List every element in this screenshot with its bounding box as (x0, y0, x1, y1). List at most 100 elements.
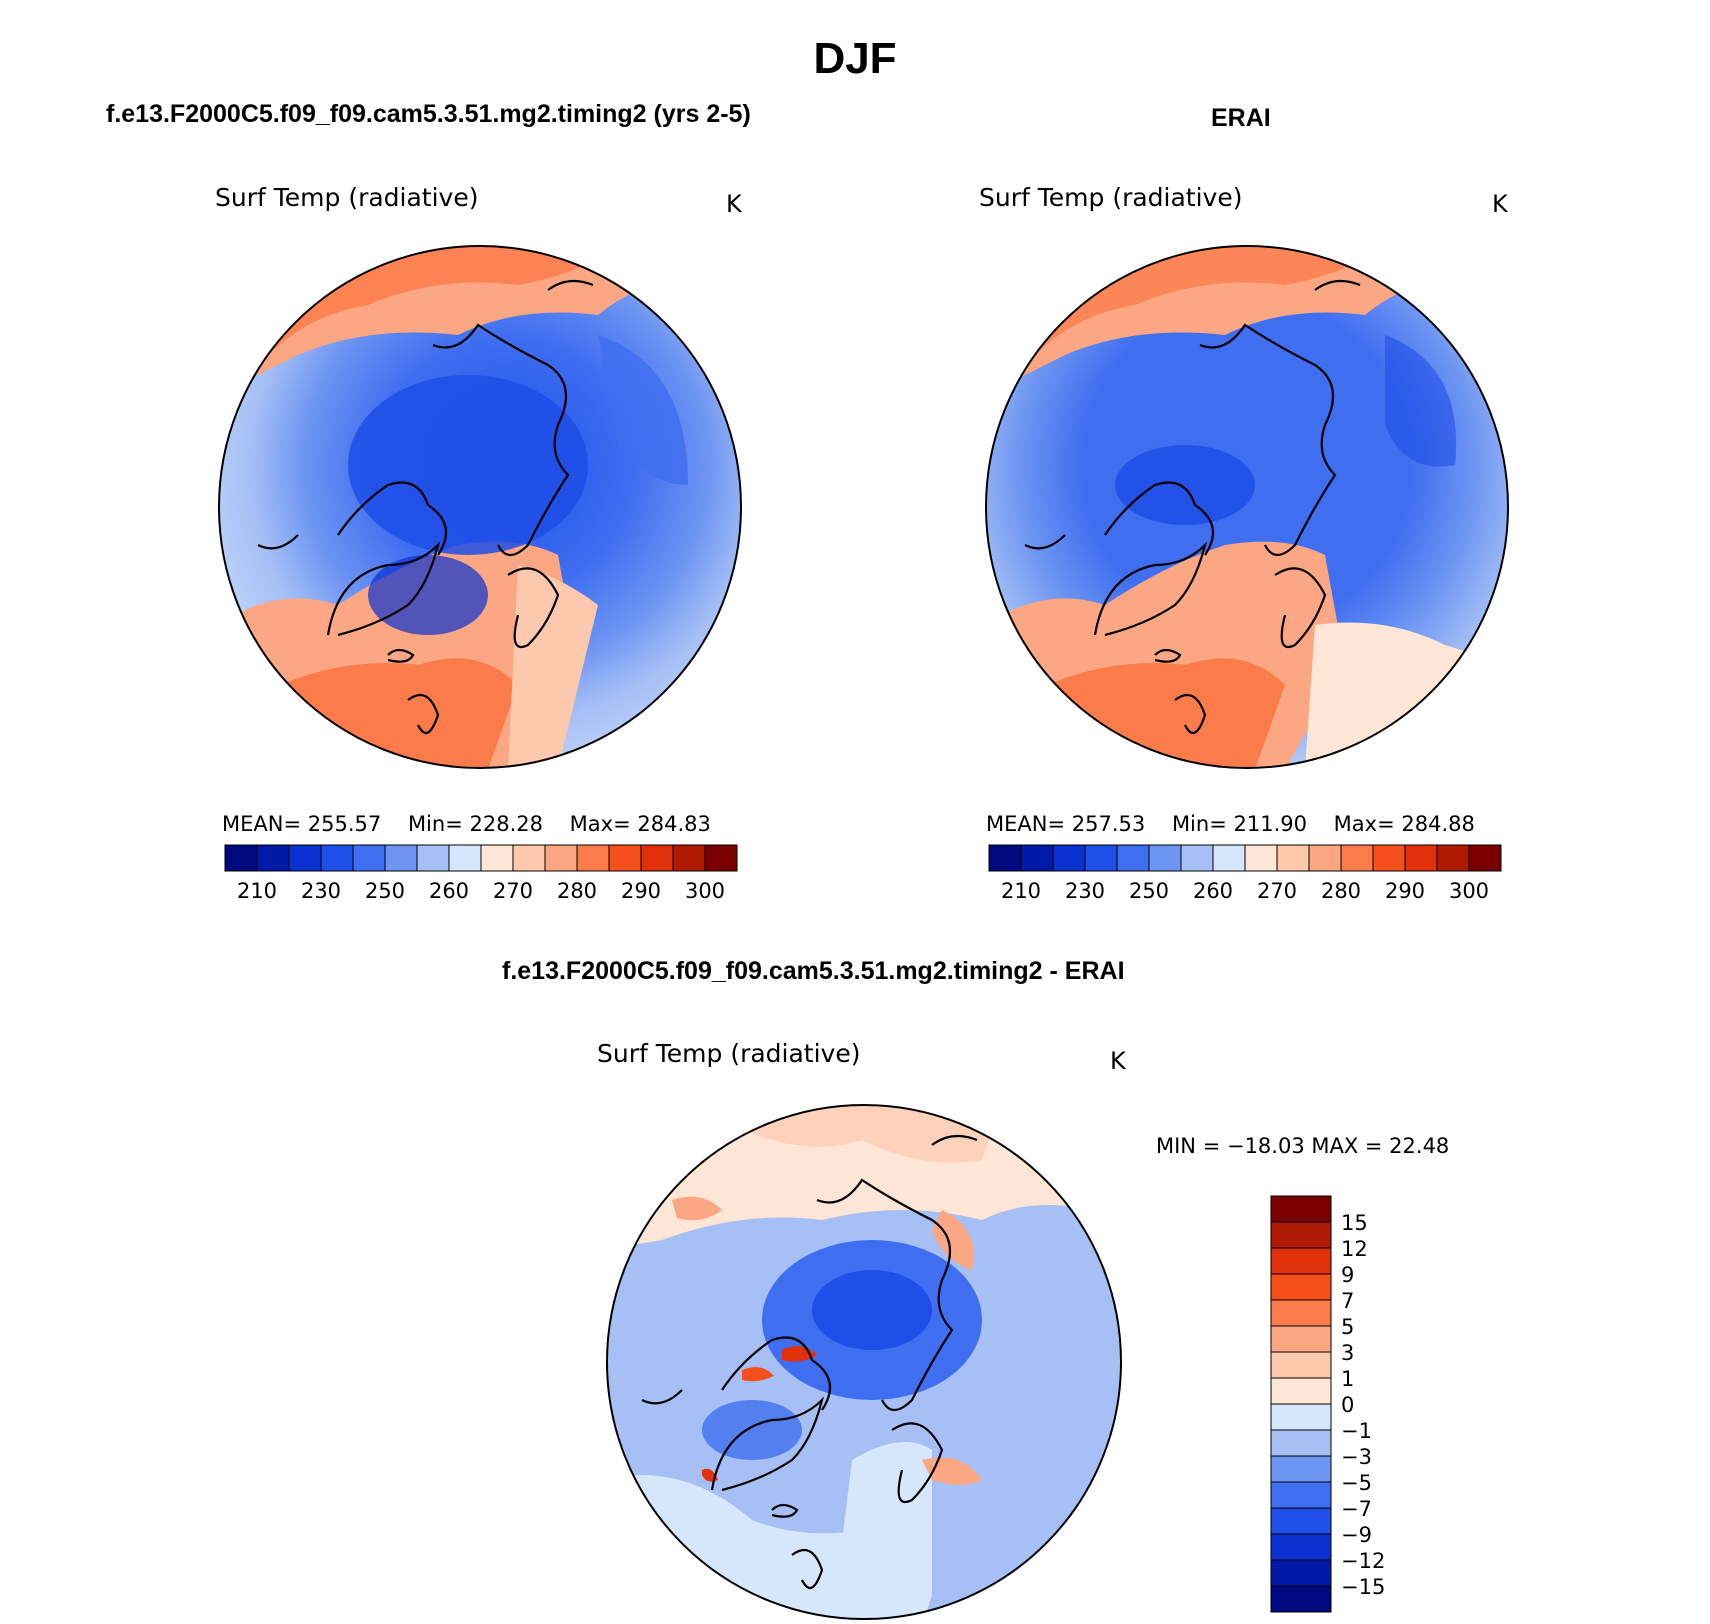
diff-case-title: f.e13.F2000C5.f09_f09.cam5.3.51.mg2.timi… (502, 957, 1125, 985)
colorbar-swatch (1270, 1585, 1332, 1613)
colorbar-swatch (1404, 844, 1438, 872)
min-value: 211.90 (1233, 812, 1307, 836)
colorbar-tick-label: 1 (1341, 1367, 1354, 1391)
colorbar-swatch (448, 844, 482, 872)
panel1-variable-label: Surf Temp (radiative) (215, 183, 479, 212)
mean-value: 257.53 (1071, 812, 1146, 836)
colorbar-swatch (640, 844, 674, 872)
colorbar-tick-label: 210 (1001, 879, 1041, 903)
colorbar-tick-label: 300 (685, 879, 725, 903)
colorbar-swatch (1270, 1559, 1332, 1587)
colorbar-tick-label: 300 (1449, 879, 1489, 903)
colorbar-tick-label: −12 (1341, 1549, 1385, 1573)
colorbar-swatch (608, 844, 642, 872)
colorbar-tick-label: −3 (1341, 1445, 1372, 1469)
colorbar-tick-label: 280 (1321, 879, 1361, 903)
colorbar-tick-label: 7 (1341, 1289, 1354, 1313)
panel1-polar-map (218, 245, 742, 769)
colorbar-swatch (512, 844, 546, 872)
colorbar-swatch (1116, 844, 1150, 872)
colorbar-swatch (384, 844, 418, 872)
colorbar-tick-label: 15 (1341, 1211, 1368, 1235)
colorbar-swatch (1270, 1507, 1332, 1535)
colorbar-swatch (672, 844, 706, 872)
colorbar-swatch (416, 844, 450, 872)
colorbar-tick-label: 270 (493, 879, 533, 903)
colorbar-swatch (1270, 1533, 1332, 1561)
colorbar-swatch (1270, 1481, 1332, 1509)
colorbar-swatch (1148, 844, 1182, 872)
diff-polar-map (606, 1104, 1122, 1620)
colorbar-swatch (1270, 1195, 1332, 1223)
colorbar-tick-label: 250 (365, 879, 405, 903)
colorbar-swatch (1270, 1429, 1332, 1457)
colorbar-tick-label: 210 (237, 879, 277, 903)
colorbar-swatch (1468, 844, 1502, 872)
colorbar-tick-label: −5 (1341, 1471, 1372, 1495)
colorbar-swatch (256, 844, 290, 872)
colorbar-tick-label: 230 (1065, 879, 1105, 903)
colorbar-tick-label: −7 (1341, 1497, 1372, 1521)
colorbar-tick-label: −1 (1341, 1419, 1372, 1443)
colorbar-tick-label: 3 (1341, 1341, 1354, 1365)
colorbar-swatch (1020, 844, 1054, 872)
mean-value: 255.57 (307, 812, 382, 836)
mean-label: MEAN= (986, 812, 1066, 836)
diff-minmax: MIN = −18.03 MAX = 22.48 (1156, 1134, 1450, 1158)
colorbar-tick-label: 290 (1385, 879, 1425, 903)
colorbar-tick-label: 230 (301, 879, 341, 903)
colorbar-swatch (1270, 1299, 1332, 1327)
colorbar-tick-label: −15 (1341, 1575, 1385, 1599)
colorbar-swatch (352, 844, 386, 872)
panel2-case-title: ERAI (1211, 104, 1271, 132)
colorbar-swatch (988, 844, 1022, 872)
colorbar-tick-label: 270 (1257, 879, 1297, 903)
diff-variable-label: Surf Temp (radiative) (597, 1039, 861, 1068)
max-label: Max= (1333, 812, 1395, 836)
colorbar-swatch (1270, 1377, 1332, 1405)
colorbar-swatch (1052, 844, 1086, 872)
colorbar-tick-label: 280 (557, 879, 597, 903)
panel2-units-label: K (1492, 190, 1508, 218)
colorbar-swatch (224, 844, 258, 872)
colorbar-swatch (1270, 1325, 1332, 1353)
colorbar-swatch (544, 844, 578, 872)
colorbar-swatch (1270, 1351, 1332, 1379)
colorbar-swatch (1270, 1221, 1332, 1249)
mean-label: MEAN= (222, 812, 302, 836)
panel1-stats: MEAN= 255.57 Min= 228.28 Max= 284.83 (222, 812, 711, 836)
panel2-polar-map (985, 245, 1509, 769)
colorbar-swatch (1308, 844, 1342, 872)
panel1-units-label: K (726, 190, 742, 218)
colorbar-tick-label: 250 (1129, 879, 1169, 903)
colorbar-swatch (1270, 1455, 1332, 1483)
colorbar-swatch (1276, 844, 1310, 872)
panel1-colorbar: 210 230 250 260 270 280 290 300 (224, 844, 738, 903)
colorbar-tick-label: −9 (1341, 1523, 1372, 1547)
min-label: Min= (1171, 812, 1227, 836)
colorbar-swatch (1270, 1247, 1332, 1275)
colorbar-swatch (320, 844, 354, 872)
colorbar-swatch (1180, 844, 1214, 872)
colorbar-tick-label: 290 (621, 879, 661, 903)
colorbar-tick-label: 9 (1341, 1263, 1354, 1287)
colorbar-tick-label: 12 (1341, 1237, 1368, 1261)
colorbar-swatch (1212, 844, 1246, 872)
colorbar-tick-label: 0 (1341, 1393, 1354, 1417)
colorbar-swatch (1270, 1273, 1332, 1301)
panel2-variable-label: Surf Temp (radiative) (979, 183, 1243, 212)
colorbar-swatch (704, 844, 738, 872)
panel2-colorbar: 210 230 250 260 270 280 290 300 (988, 844, 1502, 903)
colorbar-swatch (576, 844, 610, 872)
diff-units-label: K (1110, 1047, 1126, 1075)
colorbar-swatch (1340, 844, 1374, 872)
colorbar-swatch (1270, 1403, 1332, 1431)
colorbar-tick-label: 5 (1341, 1315, 1354, 1339)
colorbar-swatch (1244, 844, 1278, 872)
panel2-stats: MEAN= 257.53 Min= 211.90 Max= 284.88 (986, 812, 1475, 836)
max-value: 284.83 (637, 812, 711, 836)
min-value: 228.28 (469, 812, 543, 836)
colorbar-swatch (1084, 844, 1118, 872)
colorbar-tick-label: 260 (1193, 879, 1233, 903)
